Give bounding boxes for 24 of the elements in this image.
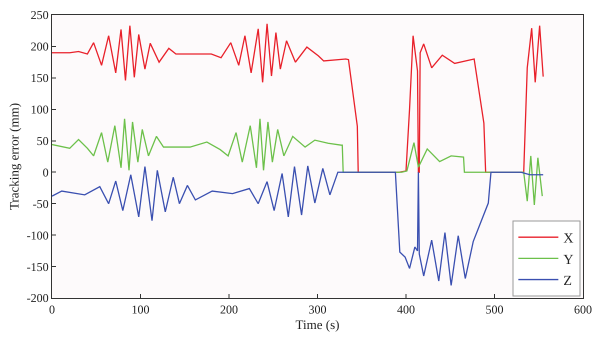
x-tick-label: 600 [574, 302, 592, 316]
x-tick-label: 200 [220, 302, 238, 316]
y-axis-title: Tracking error (mm) [6, 102, 22, 210]
line-series [52, 23, 544, 173]
line-series [52, 165, 544, 286]
y-tick-label: -50 [32, 196, 49, 211]
y-tick-label: 50 [36, 134, 49, 148]
y-tick-label: 0 [42, 165, 49, 180]
y-tick-label: 250 [30, 8, 49, 22]
legend-label: Z [563, 274, 572, 290]
x-tick-label: 300 [308, 302, 326, 316]
x-tick-label: 100 [132, 302, 150, 316]
y-tick-label: 200 [30, 40, 49, 54]
y-tick-label: 100 [30, 102, 49, 117]
legend-label: X [563, 232, 574, 247]
y-tick-label: -100 [26, 228, 49, 242]
y-tick-label: -200 [26, 291, 49, 306]
y-tick-label: -150 [26, 260, 49, 274]
x-axis-title: Time (s) [296, 317, 340, 332]
y-tick-label: 150 [30, 71, 49, 86]
x-tick-label: 400 [397, 302, 415, 316]
line-series [52, 118, 543, 206]
x-tick-label: 500 [486, 302, 504, 316]
legend-label: Y [563, 252, 574, 268]
